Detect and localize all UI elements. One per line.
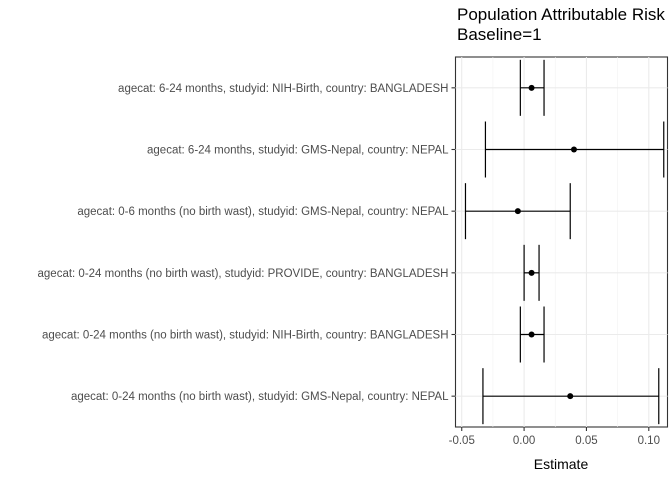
- estimate-point: [567, 393, 574, 400]
- estimate-point: [528, 84, 535, 91]
- x-axis-ticks: -0.05 0.00 0.05 0.10: [449, 427, 660, 447]
- grid-minor: [492, 57, 618, 427]
- x-tick-label: 0.10: [638, 435, 660, 447]
- x-tick-label: 0.00: [513, 435, 535, 447]
- y-tick-label: agecat: 0-24 months (no birth wast), stu…: [71, 391, 449, 403]
- error-bars: [464, 59, 665, 425]
- estimate-point: [528, 331, 535, 338]
- x-tick-label: -0.05: [449, 435, 475, 447]
- panel-border: [454, 56, 669, 428]
- estimate-point: [570, 146, 577, 153]
- chart-title: Population Attributable Risk: [457, 5, 665, 24]
- y-tick-label: agecat: 6-24 months, studyid: NIH-Birth,…: [118, 83, 448, 95]
- y-tick-label: agecat: 0-24 months (no birth wast), stu…: [38, 268, 449, 280]
- x-axis-label: Estimate: [534, 456, 589, 472]
- estimate-point: [528, 269, 535, 276]
- y-tick-label: agecat: 0-24 months (no birth wast), stu…: [42, 330, 449, 342]
- y-tick-label: agecat: 0-6 months (no birth wast), stud…: [77, 206, 449, 218]
- y-axis-labels: agecat: 6-24 months, studyid: NIH-Birth,…: [38, 83, 456, 403]
- chart-subtitle: Baseline=1: [457, 25, 542, 44]
- estimate-point: [514, 208, 521, 215]
- y-tick-label: agecat: 6-24 months, studyid: GMS-Nepal,…: [147, 145, 449, 157]
- x-tick-label: 0.05: [575, 435, 597, 447]
